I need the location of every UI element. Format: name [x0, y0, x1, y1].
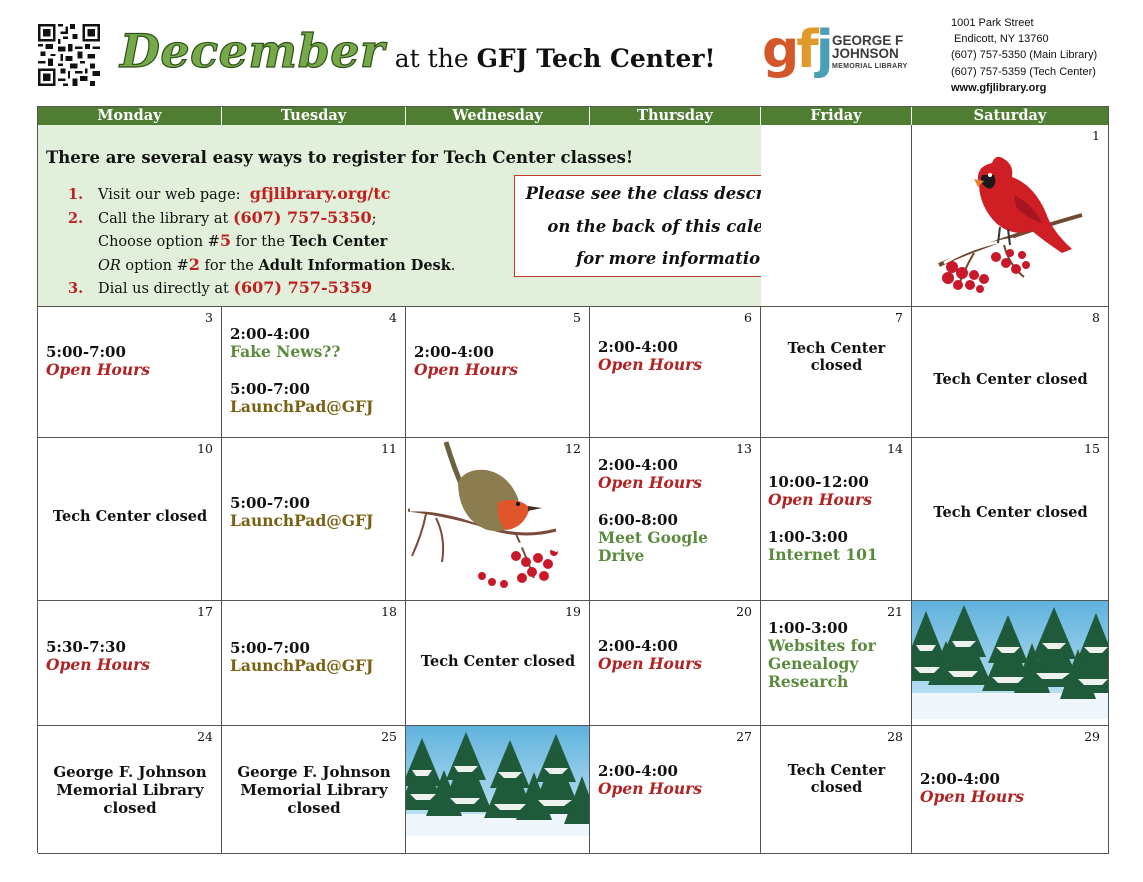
- day-cell-friday-empty: [761, 125, 912, 307]
- library-logo: gfj GEORGE F JOHNSON MEMORIAL LIBRARY: [762, 20, 922, 88]
- event-open-hours: Open Hours: [598, 779, 703, 798]
- event-open-hours: Open Hours: [920, 787, 1025, 806]
- day-cell-21: 21 1:00-3:00 Websites for Genealogy Rese…: [761, 601, 912, 726]
- weekday-tuesday: Tuesday: [222, 107, 406, 125]
- weekday-thursday: Thursday: [590, 107, 761, 125]
- day-cell-3: 3 5:00-7:00 Open Hours: [38, 307, 222, 438]
- day-cell-8: 8 Tech Center closed: [912, 307, 1109, 438]
- day-cell-5: 5 2:00-4:00 Open Hours: [406, 307, 590, 438]
- calendar-grid: Monday Tuesday Wednesday Thursday Friday…: [37, 106, 1109, 854]
- event-internet-101: Internet 101: [768, 545, 878, 564]
- day-cell-29: 29 2:00-4:00 Open Hours: [912, 726, 1109, 854]
- snowy-pines-illustration: [406, 726, 589, 836]
- day-cell-18: 18 5:00-7:00 LaunchPad@GFJ: [222, 601, 406, 726]
- weekday-saturday: Saturday: [912, 107, 1109, 125]
- qr-code-icon: [38, 24, 100, 86]
- website-link[interactable]: www.gfjlibrary.org: [951, 81, 1047, 94]
- event-launchpad: LaunchPad@GFJ: [230, 656, 374, 675]
- step-2-option-adult: OR option #2 for the Adult Information D…: [98, 254, 456, 274]
- event-launchpad: LaunchPad@GFJ: [230, 511, 374, 530]
- event-launchpad: LaunchPad@GFJ: [230, 397, 374, 416]
- day-cell-snowy-pines-1: [912, 601, 1109, 726]
- snowy-pines-illustration: [912, 601, 1108, 719]
- title-month: December: [119, 23, 385, 78]
- event-fake-news: Fake News??: [230, 342, 341, 361]
- library-address: 1001 Park Street Endicott, NY 13760 (607…: [951, 15, 1097, 96]
- day-cell-7: 7 Tech Center closed: [761, 307, 912, 438]
- day-cell-12: 12: [406, 438, 590, 601]
- step-1: 1. Visit our web page: gfjlibrary.org/tc: [68, 184, 391, 203]
- step-3: 3. Dial us directly at (607) 757-5359: [68, 278, 373, 297]
- cardinal-illustration: [934, 145, 1084, 295]
- day-cell-19: 19 Tech Center closed: [406, 601, 590, 726]
- day-cell-25: 25 George F. Johnson Memorial Library cl…: [222, 726, 406, 854]
- day-cell-28: 28 Tech Center closed: [761, 726, 912, 854]
- register-web-link[interactable]: gfjlibrary.org/tc: [249, 184, 391, 203]
- registration-title: There are several easy ways to register …: [46, 148, 634, 167]
- day-cell-1: 1: [912, 125, 1109, 307]
- step-2-option-tech: Choose option #5 for the Tech Center: [98, 231, 388, 250]
- step-2: 2. Call the library at (607) 757-5350;: [68, 207, 377, 227]
- logo-name: GEORGE F JOHNSON MEMORIAL LIBRARY: [832, 33, 908, 70]
- event-open-hours: Open Hours: [598, 654, 703, 673]
- event-open-hours: Open Hours: [46, 655, 151, 674]
- registration-steps: 1. Visit our web page: gfjlibrary.org/tc …: [68, 183, 455, 301]
- day-cell-13: 13 2:00-4:00 Open Hours 6:00-8:00 Meet G…: [590, 438, 761, 601]
- day-cell-snowy-pines-2: [406, 726, 590, 854]
- event-open-hours: Open Hours: [768, 490, 873, 509]
- weekday-friday: Friday: [761, 107, 912, 125]
- page-title: December at the GFJ Tech Center!: [119, 23, 716, 78]
- event-meet-google-drive: Meet Google Drive: [598, 528, 708, 565]
- day-cell-17: 17 5:30-7:30 Open Hours: [38, 601, 222, 726]
- day-cell-24: 24 George F. Johnson Memorial Library cl…: [38, 726, 222, 854]
- event-open-hours: Open Hours: [46, 360, 151, 379]
- day-cell-20: 20 2:00-4:00 Open Hours: [590, 601, 761, 726]
- day-cell-4: 4 2:00-4:00 Fake News?? 5:00-7:00 Launch…: [222, 307, 406, 438]
- logo-mark: gfj: [762, 20, 834, 80]
- day-cell-6: 6 2:00-4:00 Open Hours: [590, 307, 761, 438]
- day-cell-10: 10 Tech Center closed: [38, 438, 222, 601]
- day-cell-27: 27 2:00-4:00 Open Hours: [590, 726, 761, 854]
- robin-illustration: [406, 438, 576, 598]
- day-cell-14: 14 10:00-12:00 Open Hours 1:00-3:00 Inte…: [761, 438, 912, 601]
- weekday-wednesday: Wednesday: [406, 107, 590, 125]
- event-open-hours: Open Hours: [598, 355, 703, 374]
- event-open-hours: Open Hours: [414, 360, 519, 379]
- title-rest: at the GFJ Tech Center!: [394, 44, 716, 73]
- event-open-hours: Open Hours: [598, 473, 703, 492]
- day-cell-15: 15 Tech Center closed: [912, 438, 1109, 601]
- day-cell-11: 11 5:00-7:00 LaunchPad@GFJ: [222, 438, 406, 601]
- event-websites-genealogy: Websites for Genealogy Research: [768, 636, 876, 691]
- weekday-monday: Monday: [38, 107, 222, 125]
